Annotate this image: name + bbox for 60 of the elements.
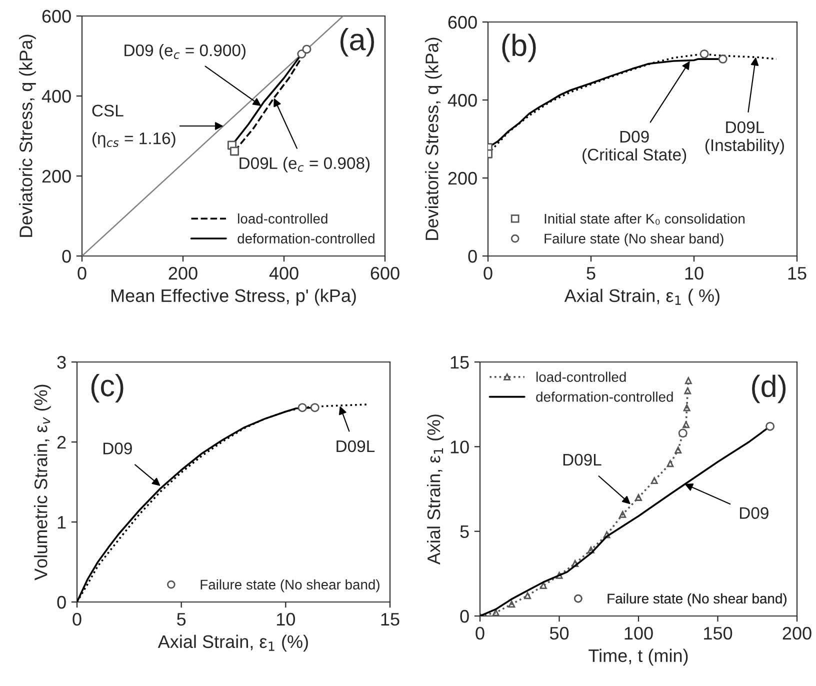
y-tick-label: 200 [448,172,477,185]
y-axis-title: Deviatoric Stress, q (kPa) [19,34,36,237]
y-tick-label: 5 [460,525,469,538]
y-tick-label: 600 [448,16,477,29]
annotation: (a) [340,28,374,56]
x-tick-label: 400 [269,266,298,280]
annotation: D09L (Instability) [705,121,784,154]
legend-label: load-controlled [238,213,328,224]
x-axis-title: Mean Effective Stress, p' (kPa) [112,288,356,306]
x-tick-label: 0 [72,612,82,626]
x-tick-label: 5 [177,613,186,626]
x-tick-label: 600 [370,266,400,280]
annotation: D09 [103,442,132,454]
annotation: CSL (η$_{cs}$ = 1.16) [92,104,176,148]
y-tick-label: 0 [62,250,71,263]
legend-label: Failure state (No shear band) [608,593,786,606]
legend-label: Failure state (No shear band) [544,233,724,246]
x-tick-label: 10 [685,266,704,280]
x-tick-label: 200 [168,266,198,280]
legend-label: deformation-controlled [238,233,374,244]
y-tick-label: 3 [57,356,66,369]
legend-label: Failure state (No shear band) [200,579,380,592]
legend-label: Initial state after K₀ consolidation [544,213,745,225]
y-tick-label: 200 [42,170,71,183]
x-axis-title: Axial Strain, ε$_{1}$ ( %) [564,288,720,306]
y-tick-label: 15 [450,356,469,369]
y-axis-title: Axial Strain, ε$_{1}$ (%) [426,414,444,565]
annotation: D09 (Critical State) [582,130,686,164]
y-tick-label: 400 [42,90,71,103]
annotation: D09L [336,440,375,452]
x-tick-label: 50 [550,626,569,640]
y-tick-label: 1 [58,516,66,529]
x-tick-label: 5 [586,267,596,280]
x-tick-label: 15 [788,267,806,280]
annotation: D09 (e$_{c}$ = 0.900) [124,44,246,60]
y-axis-title: Volumetric Strain, ε$_{v}$ (%) [34,384,51,580]
legend-label: load-controlled [536,372,626,382]
annotation: D09L [563,454,602,466]
y-tick-label: 0 [468,250,477,263]
annotation: D09 [740,507,768,519]
y-axis-title: Deviatoric Stress, q (kPa) [425,38,442,240]
y-tick-label: 600 [42,10,71,23]
annotation: (b) [502,34,536,62]
y-tick-label: 0 [57,596,66,609]
y-tick-label: 2 [57,436,66,449]
legend-label: deformation-controlled [536,392,673,402]
x-tick-label: 0 [484,266,492,280]
x-tick-label: 15 [381,613,400,626]
y-tick-label: 400 [448,94,477,107]
x-tick-label: 200 [782,626,812,640]
x-tick-label: 0 [78,266,86,280]
x-axis-title: Time, t (min) [588,648,688,666]
annotation: (c) [91,374,124,402]
annotation: D09L (e$_{c}$ = 0.908) [240,156,370,172]
x-tick-label: 150 [704,626,732,640]
y-tick-label: 10 [450,440,469,454]
x-tick-label: 10 [277,612,296,626]
x-tick-label: 100 [624,626,653,640]
annotation: (d) [752,374,786,404]
x-axis-title: Axial Strain, ε$_{1}$ (%) [158,634,308,652]
